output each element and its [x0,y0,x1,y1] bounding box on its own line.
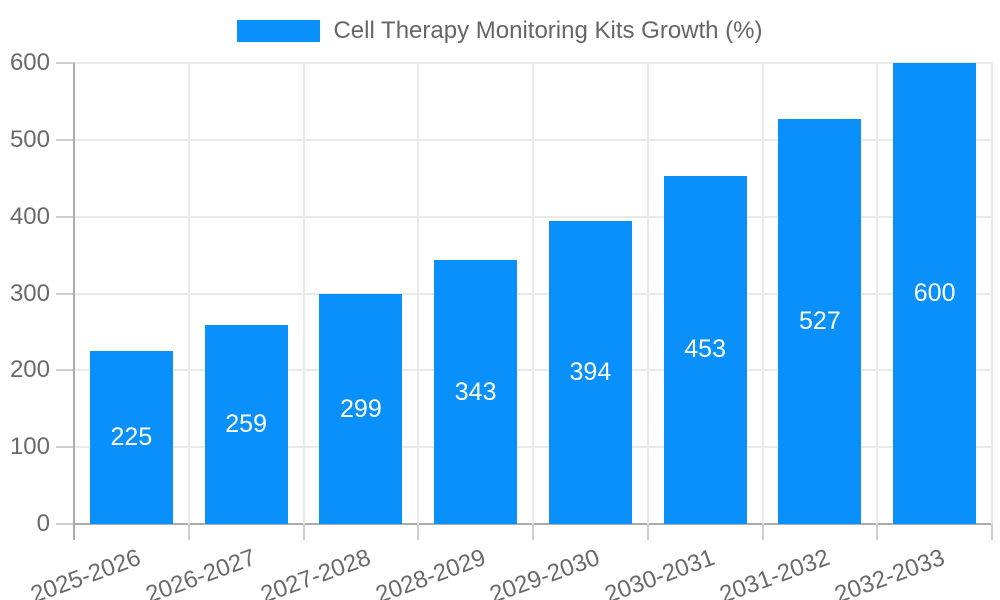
bar-2026-2027[interactable]: 259 [204,325,288,524]
y-tick [56,216,74,218]
bar-value-label: 453 [684,335,726,364]
y-axis-tick-label: 300 [9,280,50,307]
bar-2029-2030[interactable]: 394 [548,221,632,524]
x-tick [532,524,534,540]
y-axis-tick-label: 500 [9,126,50,153]
gridline-vertical [876,63,878,524]
bar-2030-2031[interactable]: 453 [663,175,747,524]
bar-2032-2033[interactable]: 600 [893,63,977,524]
y-tick [56,139,74,141]
bar-value-label: 527 [799,307,841,336]
bar-2027-2028[interactable]: 299 [319,294,403,524]
legend[interactable]: Cell Therapy Monitoring Kits Growth (%) [0,17,1000,45]
x-tick [188,524,190,540]
legend-swatch-icon [237,20,321,42]
y-axis-line [73,63,75,524]
y-axis-tick-label: 200 [9,356,50,383]
gridline-vertical [188,63,190,524]
y-tick [56,446,74,448]
x-tick [762,524,764,540]
bar-value-label: 299 [340,394,382,423]
gridline-vertical [762,63,764,524]
gridline-vertical [303,63,305,524]
bar-2025-2026[interactable]: 225 [89,351,173,524]
x-tick [303,524,305,540]
bar-value-label: 225 [110,423,153,452]
y-tick [56,62,74,64]
bar-2028-2029[interactable]: 343 [434,260,518,524]
bar-value-label: 343 [454,377,497,406]
y-axis-tick-label: 600 [9,49,50,76]
y-axis-tick-label: 400 [9,203,50,230]
x-tick [991,524,993,540]
gridline-vertical [417,63,419,524]
gridline-vertical [647,63,649,524]
y-axis-tick-label: 0 [36,510,50,537]
gridline-vertical [991,63,993,524]
y-axis-tick-label: 100 [9,433,50,460]
bar-value-label: 600 [913,279,956,307]
x-tick [417,524,419,540]
x-tick [73,524,75,540]
x-tick [647,524,649,540]
bar-2031-2032[interactable]: 527 [778,119,862,524]
gridline-vertical [532,63,534,524]
bar-value-label: 259 [225,409,267,438]
y-tick [56,523,74,525]
y-tick [56,369,74,371]
x-tick [876,524,878,540]
y-tick [56,293,74,295]
legend-label: Cell Therapy Monitoring Kits Growth (%) [333,17,763,44]
bar-value-label: 394 [569,358,612,387]
